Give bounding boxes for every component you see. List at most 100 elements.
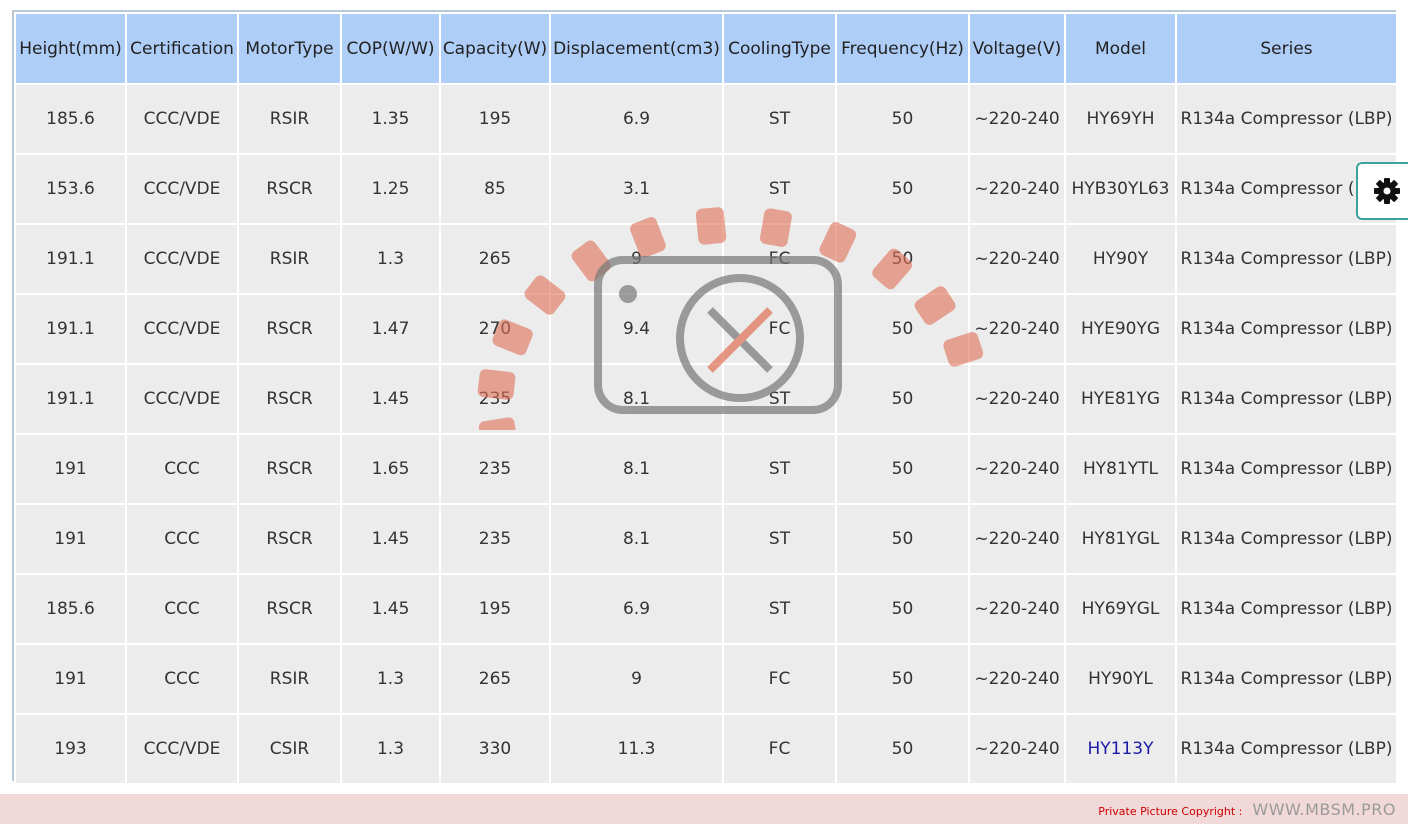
copyright-url: WWW.MBSM.PRO	[1252, 800, 1396, 819]
table-cell: CCC	[125, 573, 239, 645]
table-cell: 191.1	[14, 363, 127, 435]
table-cell: ~220-240	[968, 83, 1066, 155]
table-cell: ST	[722, 363, 837, 435]
table-cell: 191	[14, 503, 127, 575]
table-cell: 50	[835, 573, 970, 645]
table-cell: 3.1	[549, 153, 724, 225]
table-cell: 50	[835, 223, 970, 295]
table-cell: 9	[549, 643, 724, 715]
table-cell: 6.9	[549, 573, 724, 645]
table-cell: R134a Compressor (LBP)	[1175, 363, 1398, 435]
table-row: 185.6 CCC RSCR 1.45 195 6.9 ST 50 ~220-240 HY69YG…	[14, 573, 1398, 645]
table-cell: 50	[835, 433, 970, 505]
table-cell: HY90YL	[1064, 643, 1177, 715]
column-header: Certification	[125, 12, 239, 85]
table-cell: ~220-240	[968, 573, 1066, 645]
table-cell: CCC/VDE	[125, 83, 239, 155]
table-row: 191 CCC RSIR 1.3 265 9 FC 50 ~220-240 HY90YL R134a…	[14, 643, 1398, 715]
column-header: CoolingType	[722, 12, 837, 85]
table-cell: R134a Compressor (LBP)	[1175, 223, 1398, 295]
column-header: Frequency(Hz)	[835, 12, 970, 85]
table-cell: 185.6	[14, 83, 127, 155]
table-cell: 85	[439, 153, 551, 225]
table-cell: 153.6	[14, 153, 127, 225]
table-cell: R134a Compressor (LBP)	[1175, 293, 1398, 365]
table-cell: 8.1	[549, 363, 724, 435]
table-cell: ST	[722, 433, 837, 505]
table-cell: R134a Compressor (LBP)	[1175, 643, 1398, 715]
column-header: Displacement(cm3)	[549, 12, 724, 85]
table-cell: RSIR	[237, 83, 342, 155]
table-cell: HY69YGL	[1064, 573, 1177, 645]
table-cell: 50	[835, 503, 970, 575]
table-cell: 1.47	[340, 293, 441, 365]
table-cell: CCC/VDE	[125, 293, 239, 365]
table-cell: ~220-240	[968, 363, 1066, 435]
table-cell: 8.1	[549, 503, 724, 575]
table-cell: 6.9	[549, 83, 724, 155]
table-cell: 1.45	[340, 573, 441, 645]
table-row: 185.6 CCC/VDE RSIR 1.35 195 6.9 ST 50 ~220-240 HY…	[14, 83, 1398, 155]
table-cell: HY81YTL	[1064, 433, 1177, 505]
table-cell: 195	[439, 573, 551, 645]
table-cell: ST	[722, 503, 837, 575]
column-header: COP(W/W)	[340, 12, 441, 85]
column-header: Capacity(W)	[439, 12, 551, 85]
table-cell: 1.3	[340, 713, 441, 785]
table-cell: CCC	[125, 503, 239, 575]
table-cell: RSCR	[237, 433, 342, 505]
table-cell: 9.4	[549, 293, 724, 365]
table-cell: 1.45	[340, 363, 441, 435]
table-cell: HY90Y	[1064, 223, 1177, 295]
table-cell: CSIR	[237, 713, 342, 785]
table-row: 191 CCC RSCR 1.45 235 8.1 ST 50 ~220-240 HY81YGL R…	[14, 503, 1398, 575]
table-cell: 8.1	[549, 433, 724, 505]
table-cell: FC	[722, 643, 837, 715]
table-cell: RSCR	[237, 503, 342, 575]
table-cell: ST	[722, 153, 837, 225]
table-cell: CCC/VDE	[125, 153, 239, 225]
table-cell: 265	[439, 643, 551, 715]
table-row: 153.6 CCC/VDE RSCR 1.25 85 3.1 ST 50 ~220-240 HYB…	[14, 153, 1398, 225]
table-cell: ST	[722, 573, 837, 645]
table-cell: RSCR	[237, 293, 342, 365]
table-cell: 1.3	[340, 643, 441, 715]
table-cell: CCC	[125, 433, 239, 505]
table-cell: R134a Compressor (LBP)	[1175, 573, 1398, 645]
table-cell: HYB30YL63	[1064, 153, 1177, 225]
table-cell: 270	[439, 293, 551, 365]
table-cell: 1.45	[340, 503, 441, 575]
table-cell: 191	[14, 643, 127, 715]
table-cell: ~220-240	[968, 643, 1066, 715]
model-link[interactable]: HY113Y	[1064, 713, 1177, 785]
table-cell: HYE81YG	[1064, 363, 1177, 435]
table-row: 191 CCC RSCR 1.65 235 8.1 ST 50 ~220-240 HY81YTL R…	[14, 433, 1398, 505]
table-cell: 50	[835, 713, 970, 785]
header-row: Height(mm) Certification MotorType COP(W/W)…	[14, 12, 1398, 85]
table-row: 191.1 CCC/VDE RSCR 1.45 235 8.1 ST 50 ~220-240 HY…	[14, 363, 1398, 435]
column-header: Voltage(V)	[968, 12, 1066, 85]
table-cell: R134a Compressor (LBP)	[1175, 83, 1398, 155]
table-cell: 330	[439, 713, 551, 785]
table-cell: CCC/VDE	[125, 223, 239, 295]
settings-button[interactable]	[1356, 162, 1408, 220]
specs-table-container: Height(mm) Certification MotorType COP(W/W)…	[12, 10, 1398, 785]
table-cell: RSCR	[237, 363, 342, 435]
table-cell: ~220-240	[968, 293, 1066, 365]
table-cell: 235	[439, 503, 551, 575]
table-cell: ~220-240	[968, 153, 1066, 225]
table-cell: 50	[835, 643, 970, 715]
table-cell: FC	[722, 293, 837, 365]
table-cell: 191.1	[14, 223, 127, 295]
table-row: 193 CCC/VDE CSIR 1.3 330 11.3 FC 50 ~220-240 HY11…	[14, 713, 1398, 785]
table-cell: R134a Compressor (LBP)	[1175, 433, 1398, 505]
table-cell: 1.3	[340, 223, 441, 295]
table-cell: 195	[439, 83, 551, 155]
table-cell: HY69YH	[1064, 83, 1177, 155]
copyright-label: Private Picture Copyright :	[1098, 805, 1243, 818]
table-cell: 11.3	[549, 713, 724, 785]
table-cell: RSCR	[237, 573, 342, 645]
footer: Private Picture Copyright : WWW.MBSM.PRO	[0, 794, 1408, 824]
table-row: 191.1 CCC/VDE RSCR 1.47 270 9.4 FC 50 ~220-240 HY…	[14, 293, 1398, 365]
table-cell: ~220-240	[968, 713, 1066, 785]
